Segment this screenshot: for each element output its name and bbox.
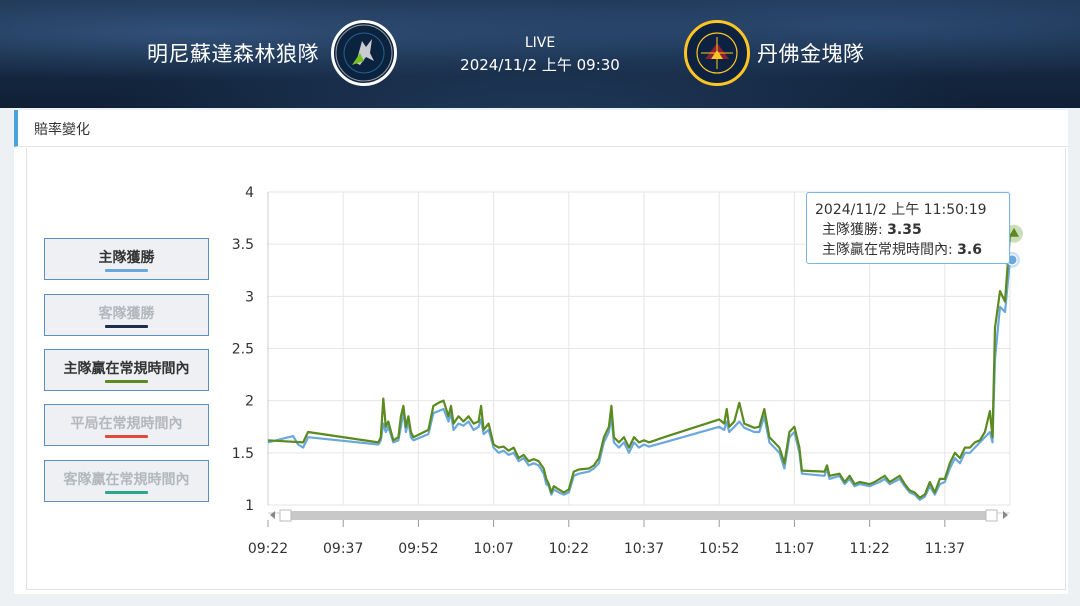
y-tick-label: 2.5 (232, 342, 254, 358)
nuggets-logo-icon (684, 20, 750, 86)
tooltip-series1-label: 主隊獲勝: (822, 222, 883, 238)
chart-tooltip: 2024/11/2 上午 11:50:19 主隊獲勝: 3.35 主隊贏在常規時… (806, 192, 1010, 264)
x-tick-label: 09:37 (323, 541, 363, 557)
legend-item-swatch (105, 435, 148, 438)
x-tick-label: 11:22 (849, 541, 889, 557)
tooltip-time: 2024/11/2 上午 11:50:19 (815, 202, 987, 218)
legend-item-swatch (105, 269, 148, 272)
nuggets-logo-graphic (690, 26, 744, 80)
hover-marker-home-regulation (1009, 227, 1019, 237)
legend-item-0[interactable]: 主隊獲勝 (44, 238, 209, 280)
y-tick-label: 1 (245, 498, 254, 514)
panel-title-bar: 賠率變化 (14, 110, 1068, 147)
legend-item-2[interactable]: 主隊贏在常規時間內 (44, 349, 209, 391)
legend-item-label: 主隊獲勝 (98, 250, 155, 266)
timberwolves-logo-graphic (335, 24, 393, 82)
tooltip-series1-value: 3.35 (887, 222, 922, 238)
legend-item-swatch (105, 325, 148, 328)
legend-item-3[interactable]: 平局在常規時間內 (44, 404, 209, 446)
timberwolves-logo-icon (331, 20, 397, 86)
x-tick-label: 10:52 (699, 541, 739, 557)
x-tick-label: 10:37 (624, 541, 664, 557)
panel-title: 賠率變化 (34, 122, 90, 138)
legend-item-1[interactable]: 客隊獲勝 (44, 294, 209, 336)
tooltip-series2-label: 主隊贏在常規時間內: (822, 242, 953, 258)
legend-item-swatch (105, 380, 148, 383)
series-line-1 (267, 233, 1012, 499)
series-line-0 (267, 259, 1012, 501)
x-tick-label: 10:22 (549, 541, 589, 557)
match-datetime: 2024/11/2 上午 09:30 (460, 56, 620, 74)
y-tick-label: 1.5 (232, 446, 254, 462)
tooltip-row-home-regulation: 主隊贏在常規時間內: 3.6 (815, 240, 1009, 260)
x-tick-label: 09:52 (398, 541, 438, 557)
tooltip-series2-value: 3.6 (957, 242, 982, 258)
x-tick-label: 09:22 (248, 541, 288, 557)
tooltip-row-home-win: 主隊獲勝: 3.35 (815, 220, 1009, 240)
match-header: 明尼蘇達森林狼隊 LIVE 2024/11/2 上午 09:30 丹佛金塊隊 (0, 0, 1080, 108)
y-tick-label: 3.5 (232, 237, 254, 253)
legend-item-label: 客隊贏在常規時間內 (63, 472, 190, 488)
y-tick-label: 3 (245, 289, 254, 305)
y-tick-label: 4 (245, 185, 254, 201)
x-tick-label: 10:07 (473, 541, 513, 557)
legend-item-label: 客隊獲勝 (98, 306, 155, 322)
y-tick-label: 2 (245, 394, 254, 410)
x-tick-label: 11:07 (774, 541, 814, 557)
legend-item-label: 主隊贏在常規時間內 (63, 361, 190, 377)
scrollbar-right-handle[interactable] (985, 509, 998, 522)
live-status: LIVE (524, 35, 556, 51)
away-team-name: 丹佛金塊隊 (757, 42, 865, 66)
legend-item-swatch (105, 491, 148, 494)
legend-item-label: 平局在常規時間內 (70, 416, 183, 432)
scroll-left-arrow-icon[interactable] (270, 511, 275, 519)
x-tick-label: 11:37 (925, 541, 965, 557)
scrollbar-left-handle[interactable] (279, 509, 292, 522)
scroll-right-arrow-icon[interactable] (1003, 511, 1008, 519)
home-team-name: 明尼蘇達森林狼隊 (147, 42, 319, 66)
scrollbar-thumb[interactable] (282, 511, 996, 520)
legend-item-4[interactable]: 客隊贏在常規時間內 (44, 460, 209, 502)
chart-container (26, 148, 1066, 590)
